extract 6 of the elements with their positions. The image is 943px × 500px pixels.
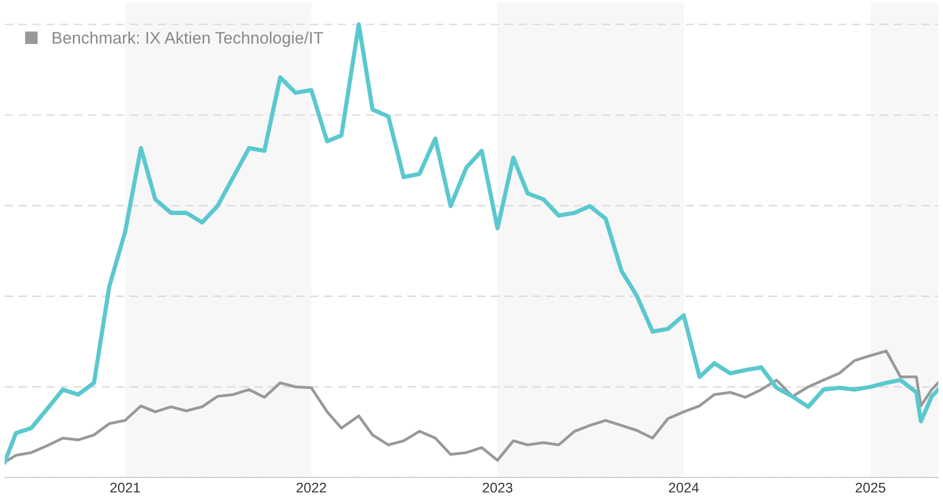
legend-label: Benchmark: IX Aktien Technologie/IT [52, 32, 324, 48]
x-tick-label: 2024 [668, 482, 699, 493]
x-tick-label: 2021 [110, 482, 140, 493]
x-tick-label: 2023 [482, 482, 512, 493]
x-tick-label: 2025 [856, 482, 886, 493]
x-tick-label: 2022 [296, 482, 326, 493]
